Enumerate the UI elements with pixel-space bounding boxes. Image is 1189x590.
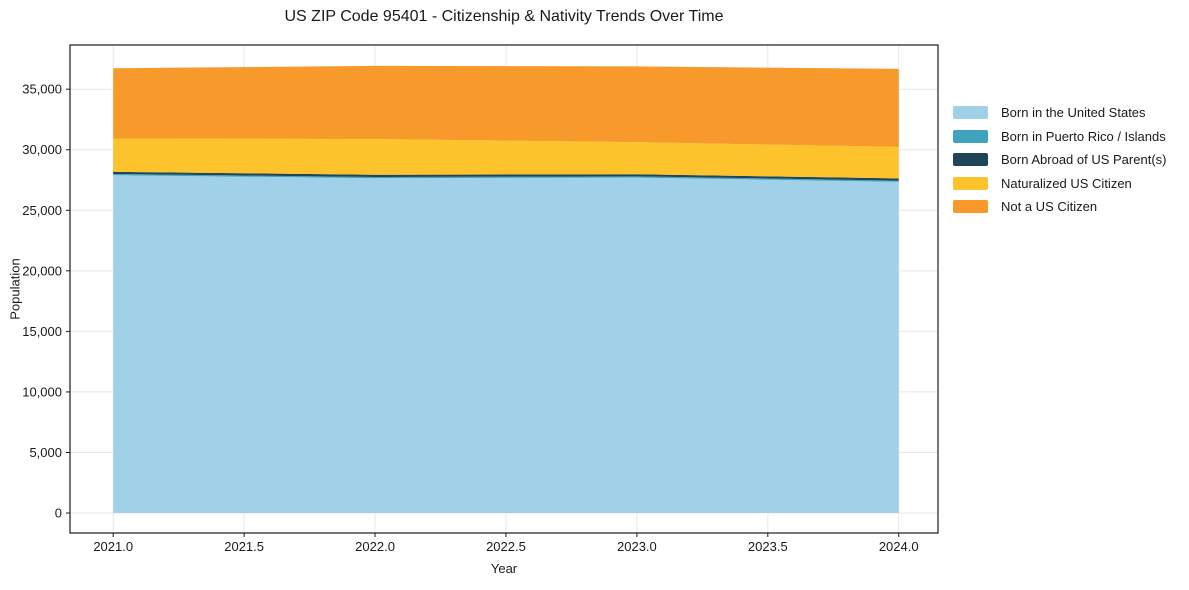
- x-tick-label: 2023.5: [748, 539, 788, 554]
- y-tick-label: 15,000: [22, 324, 62, 339]
- legend-swatch: [953, 200, 988, 214]
- x-tick-label: 2021.0: [93, 539, 133, 554]
- legend-label: Naturalized US Citizen: [1001, 175, 1132, 191]
- x-tick-label: 2021.5: [224, 539, 264, 554]
- y-tick-label: 5,000: [29, 445, 62, 460]
- y-tick-label: 25,000: [22, 203, 62, 218]
- legend-item-born-abroad-of-us-parent-s: Born Abroad of US Parent(s): [953, 148, 1166, 172]
- legend-label: Born in the United States: [1001, 105, 1146, 121]
- x-tick-label: 2024.0: [879, 539, 919, 554]
- legend-item-born-in-the-united-states: Born in the United States: [953, 101, 1166, 125]
- y-tick-label: 35,000: [22, 82, 62, 97]
- y-tick-label: 0: [55, 506, 62, 521]
- y-tick-label: 20,000: [22, 263, 62, 278]
- legend-swatch: [953, 153, 988, 167]
- plot-frame: [69, 44, 939, 534]
- legend-item-naturalized-us-citizen: Naturalized US Citizen: [953, 172, 1166, 196]
- y-axis-label: Population: [7, 258, 23, 320]
- legend: Born in the United States Born in Puerto …: [953, 101, 1166, 219]
- y-tick-label: 10,000: [22, 384, 62, 399]
- legend-label: Born Abroad of US Parent(s): [1001, 152, 1167, 168]
- area-born-in-the-united-states: [113, 175, 899, 514]
- legend-label: Born in Puerto Rico / Islands: [1001, 128, 1166, 144]
- legend-item-not-a-us-citizen: Not a US Citizen: [953, 195, 1166, 219]
- legend-swatch: [953, 106, 988, 120]
- chart-title: US ZIP Code 95401 - Citizenship & Nativi…: [284, 8, 724, 25]
- x-tick-label: 2022.0: [355, 539, 395, 554]
- legend-swatch: [953, 129, 988, 143]
- x-axis-label: Year: [490, 561, 518, 576]
- area-born-abroad-of-us-parent-s: [113, 171, 899, 181]
- x-tick-label: 2022.5: [486, 539, 526, 554]
- legend-item-born-in-puerto-rico-islands: Born in Puerto Rico / Islands: [953, 125, 1166, 149]
- legend-label: Not a US Citizen: [1001, 199, 1098, 215]
- area-born-in-puerto-rico-islands: [113, 173, 899, 182]
- legend-swatch: [953, 176, 988, 190]
- y-tick-label: 30,000: [22, 142, 62, 157]
- area-not-a-us-citizen: [113, 65, 899, 147]
- area-naturalized-us-citizen: [113, 138, 899, 179]
- x-tick-label: 2023.0: [617, 539, 657, 554]
